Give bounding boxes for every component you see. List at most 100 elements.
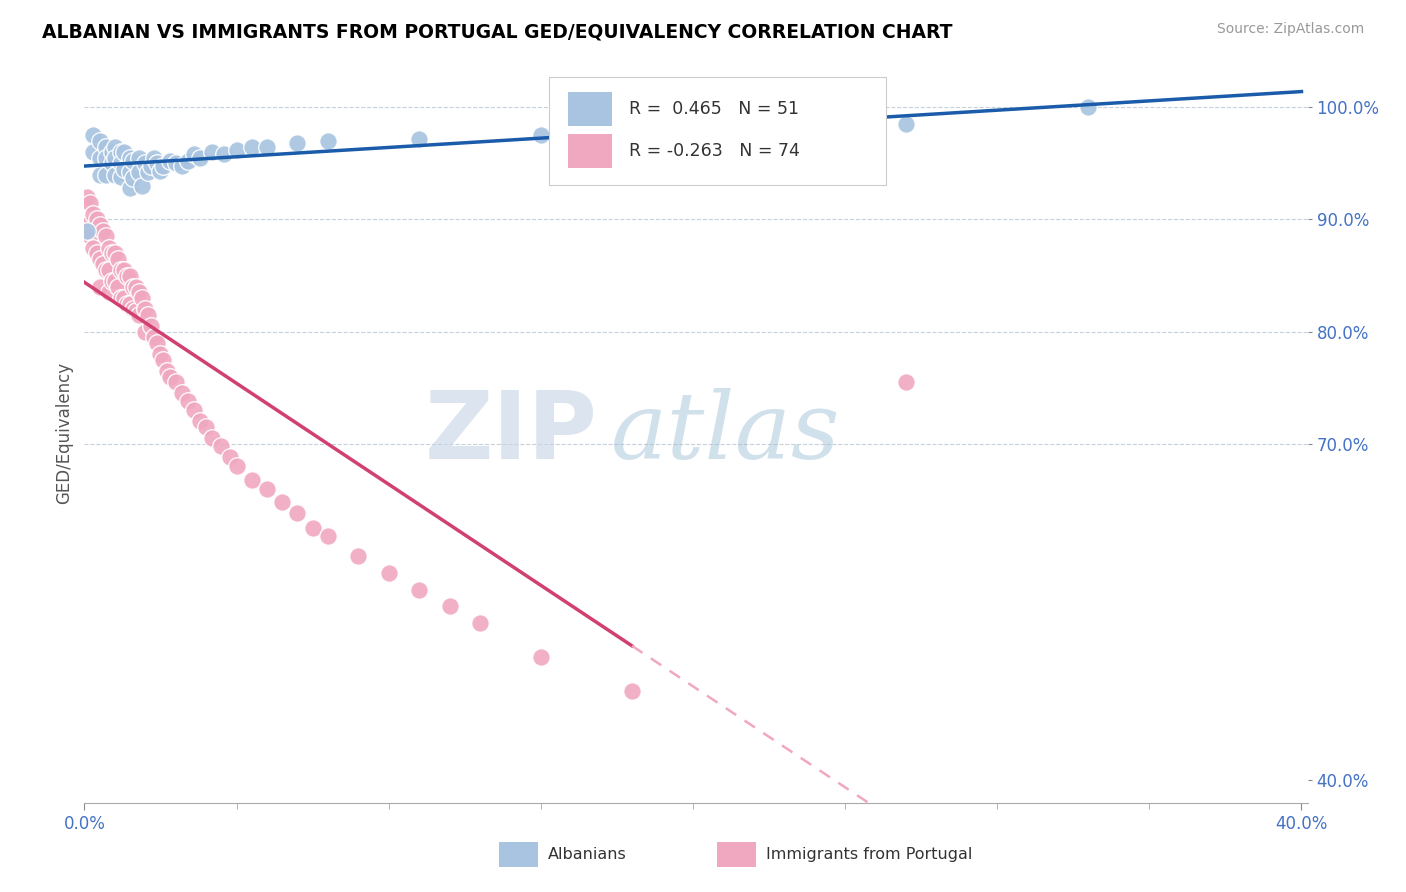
Text: atlas: atlas [610, 388, 839, 477]
Point [183, 147, 205, 161]
Point [134, 156, 156, 170]
Text: R =  0.465   N = 51: R = 0.465 N = 51 [628, 100, 799, 118]
Point [128, 285, 150, 300]
Point [347, 549, 370, 563]
Point [122, 154, 145, 169]
Point [152, 159, 174, 173]
Point [82, 128, 104, 143]
Point [170, 386, 193, 401]
Point [118, 151, 141, 165]
Text: ALBANIAN VS IMMIGRANTS FROM PORTUGAL GED/EQUIVALENCY CORRELATION CHART: ALBANIAN VS IMMIGRANTS FROM PORTUGAL GED… [42, 22, 953, 41]
Point [316, 529, 339, 543]
Point [165, 156, 187, 170]
Point [89, 280, 111, 294]
Point [104, 151, 127, 165]
Point [97, 240, 120, 255]
Point [122, 302, 145, 317]
Point [76, 224, 98, 238]
Point [118, 181, 141, 195]
Point [89, 168, 111, 182]
Point [530, 650, 553, 665]
Point [141, 319, 163, 334]
Point [377, 566, 399, 580]
Text: ZIP: ZIP [425, 386, 598, 479]
Point [112, 145, 135, 160]
Point [155, 364, 177, 378]
Point [110, 263, 132, 277]
Point [271, 495, 294, 509]
Point [107, 280, 129, 294]
FancyBboxPatch shape [550, 78, 886, 185]
FancyBboxPatch shape [568, 135, 612, 169]
Point [214, 147, 236, 161]
Point [79, 195, 101, 210]
Point [152, 352, 174, 367]
Point [141, 159, 163, 173]
Point [143, 330, 166, 344]
Point [110, 169, 132, 184]
Point [76, 218, 98, 232]
Point [104, 168, 127, 182]
Text: Albanians: Albanians [548, 847, 627, 862]
Point [136, 308, 159, 322]
Point [89, 218, 111, 232]
Point [134, 325, 156, 339]
Point [82, 207, 104, 221]
Point [201, 145, 224, 160]
Point [136, 165, 159, 179]
Point [89, 134, 111, 148]
Point [89, 151, 111, 165]
Point [301, 521, 323, 535]
Point [177, 154, 200, 169]
Point [79, 229, 101, 244]
Point [285, 507, 308, 521]
Point [112, 161, 135, 176]
Y-axis label: GED/Equivalency: GED/Equivalency [55, 361, 73, 504]
Point [100, 145, 122, 160]
Point [131, 291, 153, 305]
Point [1077, 100, 1099, 114]
Point [118, 165, 141, 179]
Point [128, 151, 150, 165]
Point [188, 414, 211, 428]
Point [112, 263, 135, 277]
Point [76, 190, 98, 204]
Point [165, 375, 187, 389]
Point [86, 246, 108, 260]
Point [149, 347, 172, 361]
Point [225, 143, 247, 157]
Point [110, 145, 132, 160]
Point [125, 280, 148, 294]
Point [143, 151, 166, 165]
Point [159, 369, 181, 384]
Point [894, 375, 917, 389]
Point [209, 439, 232, 453]
Point [468, 616, 491, 631]
Point [316, 134, 339, 148]
Point [128, 165, 150, 179]
Point [131, 178, 153, 193]
Point [94, 168, 117, 182]
Point [110, 291, 132, 305]
Point [225, 459, 247, 474]
Point [107, 252, 129, 266]
Point [530, 128, 553, 143]
Point [439, 599, 461, 614]
Point [100, 274, 122, 288]
Text: Immigrants from Portugal: Immigrants from Portugal [766, 847, 973, 862]
Point [89, 252, 111, 266]
Point [146, 156, 169, 170]
Point [183, 403, 205, 417]
Point [94, 139, 117, 153]
Point [82, 145, 104, 160]
Point [894, 117, 917, 131]
Point [159, 154, 181, 169]
Point [201, 431, 224, 445]
Point [170, 159, 193, 173]
Point [122, 280, 145, 294]
Point [195, 420, 218, 434]
Point [91, 257, 114, 271]
Point [100, 156, 122, 170]
Point [94, 263, 117, 277]
Point [97, 285, 120, 300]
